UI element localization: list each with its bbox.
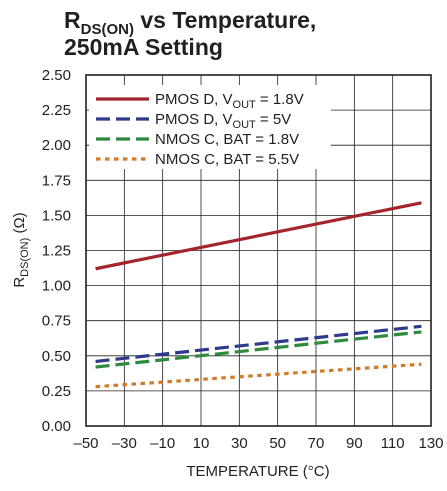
legend-label-1: PMOS D, VOUT = 1.8V — [155, 91, 304, 111]
legend-label-4: NMOS C, BAT = 5.5V — [155, 151, 299, 168]
legend-label-main: PMOS D, V — [155, 111, 233, 128]
y-axis-label-subscript: DS(ON) — [19, 238, 31, 277]
series-layer — [95, 201, 422, 389]
chart-title-main: R — [64, 7, 81, 33]
chart-title-line2: 250mA Setting — [64, 34, 223, 60]
y-tick-labels: 0.00 0.25 0.50 0.75 1.00 1.25 1.50 1.75 2.00 2.25… — [42, 67, 71, 435]
chart-title-subscript: DS(ON) — [81, 21, 134, 38]
series-line-1 — [95, 201, 422, 271]
y-tick-label: 0.25 — [42, 383, 71, 400]
chart-title-rest: vs Temperature, — [134, 7, 316, 33]
y-axis-label: RDS(ON) (Ω) — [11, 212, 31, 287]
y-tick-label: 1.25 — [42, 243, 71, 260]
y-tick-label: 0.50 — [42, 348, 71, 365]
legend-label-rest: = 1.8V — [256, 91, 304, 108]
x-tick-label: 130 — [418, 435, 443, 452]
y-tick-label: 2.25 — [42, 102, 71, 119]
x-tick-label: –30 — [112, 435, 137, 452]
legend-label-main: NMOS C, BAT = 1.8V — [155, 131, 299, 148]
legend-label-subscript: OUT — [233, 119, 257, 131]
x-tick-label: 50 — [269, 435, 286, 452]
series-line-3 — [95, 330, 422, 369]
y-tick-label: 1.00 — [42, 278, 71, 295]
x-tick-label: 90 — [346, 435, 363, 452]
plot-frame — [85, 74, 432, 427]
legend-label-rest: = 5V — [256, 111, 291, 128]
x-tick-label: 110 — [381, 435, 405, 452]
chart-title: RDS(ON) vs Temperature, — [64, 7, 316, 38]
x-axis-label: TEMPERATURE (°C) — [186, 463, 329, 480]
series-line-2 — [95, 324, 422, 364]
x-tick-labels: –50 –30 –10 10 30 50 70 90 110 130 — [73, 435, 443, 452]
x-tick-label: 70 — [308, 435, 325, 452]
y-axis-label-rest: (Ω) — [11, 212, 28, 237]
x-tick-label: –10 — [150, 435, 175, 452]
y-tick-label: 0.00 — [42, 418, 71, 435]
legend-label-main: NMOS C, BAT = 5.5V — [155, 151, 299, 168]
y-tick-label: 1.50 — [42, 207, 71, 224]
x-tick-label: –50 — [73, 435, 98, 452]
legend-label-3: NMOS C, BAT = 1.8V — [155, 131, 299, 148]
series-line-4 — [95, 362, 422, 389]
y-tick-label: 1.75 — [42, 172, 71, 189]
legend-label-main: PMOS D, V — [155, 91, 233, 108]
y-tick-label: 0.75 — [42, 313, 71, 330]
x-tick-label: 10 — [193, 435, 210, 452]
x-tick-label: 30 — [231, 435, 248, 452]
legend-label-subscript: OUT — [233, 99, 257, 111]
legend-label-2: PMOS D, VOUT = 5V — [155, 111, 291, 131]
y-tick-label: 2.50 — [42, 67, 71, 84]
y-tick-label: 2.00 — [42, 137, 71, 154]
y-axis-label-main: R — [11, 277, 28, 288]
